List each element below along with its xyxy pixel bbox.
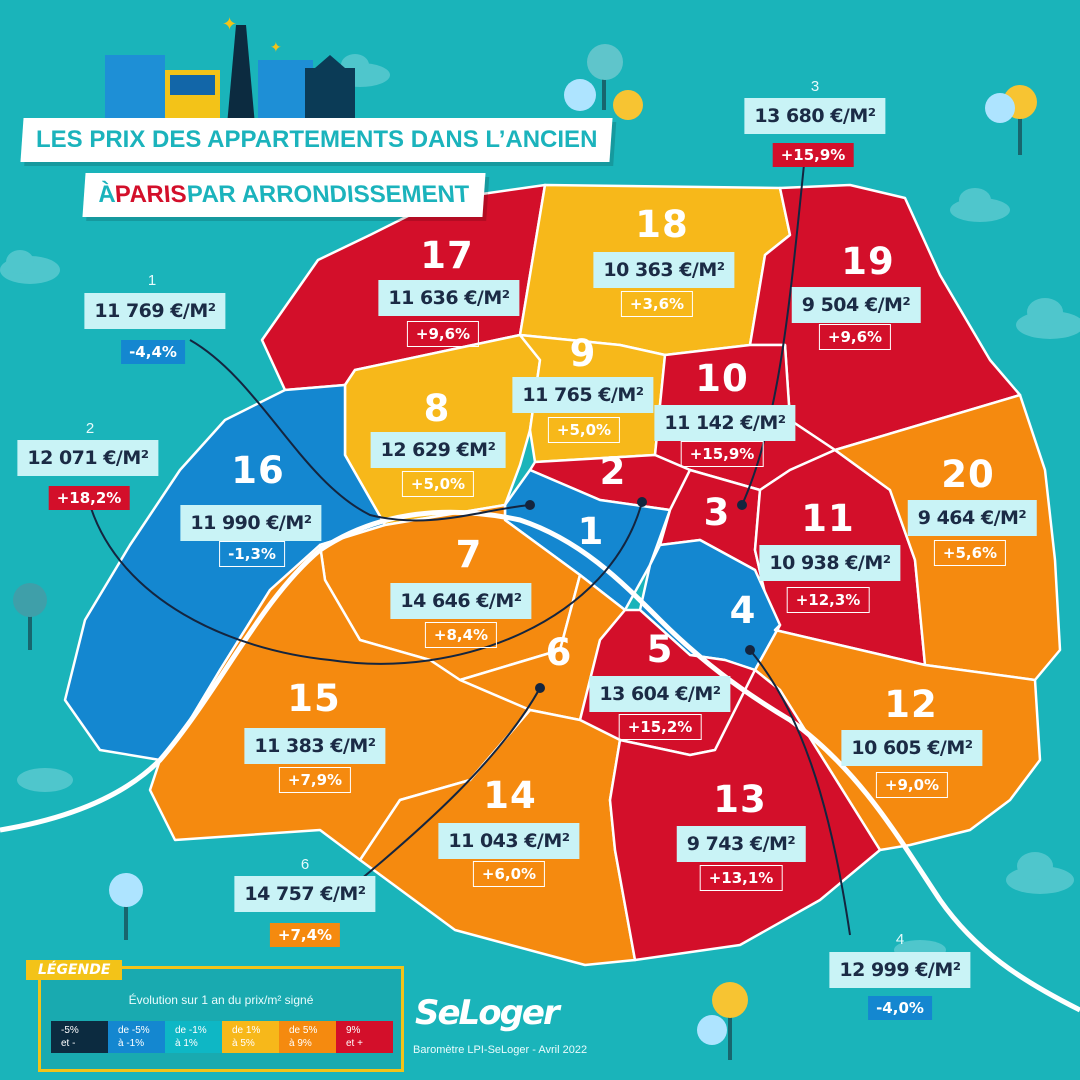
district-price: 11 383 €/M² [244,728,386,764]
sparkle-icon: ✦ [222,14,237,35]
district-price: 11 765 €/M² [512,377,654,413]
seine-river [0,509,1080,1013]
district-change: +9,6% [406,321,480,347]
brand-logo: SeLoger [415,993,560,1033]
district-price: 12 629 €M² [370,432,506,468]
callout-price: 12 999 €/M² [829,952,971,988]
district-change: +9,0% [875,772,949,798]
district-number: 14 [483,774,537,817]
district-change: +8,4% [424,622,498,648]
district-15-area[interactable] [148,543,532,862]
legend-item: de -5% à -1% [108,1021,165,1053]
district-number: 3 [703,491,731,534]
district-number: 2 [599,450,627,493]
callout-number: 4 [895,931,905,948]
callout-price: 13 680 €/M² [744,98,886,134]
callout-change: -4,0% [868,996,932,1020]
callout-connectors [89,154,851,936]
district-number: 1 [577,510,605,553]
district-price: 11 636 €/M² [378,280,520,316]
legend: Évolution sur 1 an du prix/m² signé -5% e… [38,966,404,1072]
callout-price: 14 757 €/M² [234,876,376,912]
callout-number: 6 [300,856,310,873]
district-number: 8 [423,387,451,430]
legend-item: de 5% à 9% [279,1021,336,1053]
district-change: +9,6% [818,324,892,350]
district-number: 18 [635,203,689,246]
title-line-2: À PARIS PAR ARRONDISSEMENT [82,173,486,217]
district-change: +15,9% [680,441,764,467]
callout-price: 12 071 €/M² [17,440,159,476]
district-number: 5 [646,628,674,671]
legend-item: -5% et - [51,1021,108,1053]
district-change: +5,0% [401,471,475,497]
district-number: 7 [455,533,483,576]
district-change: +5,6% [933,540,1007,566]
legend-item: de -1% à 1% [165,1021,222,1053]
district-change: +3,6% [620,291,694,317]
district-price: 11 990 €/M² [180,505,322,541]
district-price: 14 646 €/M² [390,583,532,619]
district-change: -1,3% [219,541,285,567]
source-note: Baromètre LPI-SeLoger - Avril 2022 [413,1044,588,1056]
district-price: 11 043 €/M² [438,823,580,859]
district-number: 13 [713,778,767,821]
legend-item: de 1% à 5% [222,1021,279,1053]
district-price: 9 504 €/M² [791,287,921,323]
district-number: 12 [884,683,938,726]
legend-tag: LÉGENDE [26,960,123,980]
callout-number: 1 [147,272,157,289]
district-change: +15,2% [618,714,702,740]
district-change: +6,0% [472,861,546,887]
district-number: 19 [841,240,895,283]
district-price: 10 605 €/M² [841,730,983,766]
district-price: 9 743 €/M² [676,826,806,862]
district-price: 9 464 €/M² [907,500,1037,536]
callout-change: +7,4% [269,923,341,947]
district-number: 17 [420,234,474,277]
callout-change: -4,4% [121,340,185,364]
callout-number: 3 [810,78,820,95]
title-highlight-paris: PARIS [114,181,188,208]
district-number: 20 [941,453,995,496]
district-number: 4 [729,589,757,632]
district-number: 16 [231,449,285,492]
district-number: 11 [801,497,855,540]
callout-number: 2 [85,420,95,437]
district-number: 6 [545,631,573,674]
skyline-illustration: ✦ ✦ [105,14,355,125]
legend-scale: -5% et - de -5% à -1% de -1% à 1% de 1% à 5%… [51,1021,393,1053]
sparkle-icon: ✦ [270,40,282,56]
callout-change: +18,2% [48,486,130,510]
district-20-area[interactable] [833,393,1062,682]
legend-subtitle: Évolution sur 1 an du prix/m² signé [128,993,314,1007]
district-change: +5,0% [547,417,621,443]
district-number: 15 [287,677,341,720]
callout-price: 11 769 €/M² [84,293,226,329]
callout-change: +15,9% [772,143,854,167]
legend-item: 9% et + [336,1021,393,1053]
district-change: +13,1% [699,865,783,891]
district-13-area[interactable] [608,668,882,962]
district-price: 13 604 €/M² [589,676,731,712]
district-price: 10 938 €/M² [759,545,901,581]
district-price: 10 363 €/M² [593,252,735,288]
district-change: +7,9% [278,767,352,793]
district-number: 10 [695,357,749,400]
title-line-1: LES PRIX DES APPARTEMENTS DANS L’ANCIEN [20,118,613,162]
tree-icon [13,44,1037,1060]
district-number: 9 [569,332,597,375]
district-price: 11 142 €/M² [654,405,796,441]
district-change: +12,3% [786,587,870,613]
